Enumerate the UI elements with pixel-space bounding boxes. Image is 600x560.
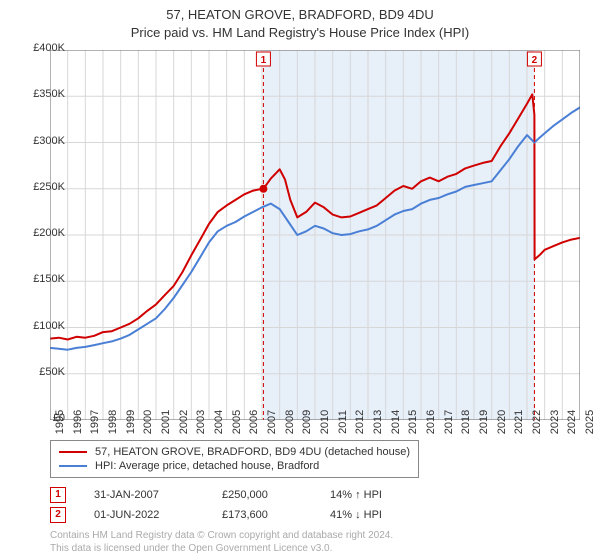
x-tick-label: 1996 <box>72 410 84 434</box>
x-tick-label: 2016 <box>425 410 437 434</box>
x-tick-label: 2018 <box>460 410 472 434</box>
x-tick-label: 1998 <box>107 410 119 434</box>
y-tick-label: £100K <box>15 320 65 332</box>
x-tick-label: 2004 <box>213 410 225 434</box>
x-tick-label: 2013 <box>372 410 384 434</box>
y-tick-label: £350K <box>15 88 65 100</box>
chart-svg: 12 <box>50 50 580 420</box>
y-tick-label: £150K <box>15 273 65 285</box>
title-subtitle: Price paid vs. HM Land Registry's House … <box>0 24 600 42</box>
title-address: 57, HEATON GROVE, BRADFORD, BD9 4DU <box>0 6 600 24</box>
x-tick-label: 2021 <box>513 410 525 434</box>
x-tick-label: 2001 <box>160 410 172 434</box>
y-tick-label: £50K <box>15 366 65 378</box>
footnote: Contains HM Land Registry data © Crown c… <box>50 530 393 555</box>
svg-text:1: 1 <box>261 55 267 66</box>
legend-item: 57, HEATON GROVE, BRADFORD, BD9 4DU (det… <box>59 445 410 459</box>
x-tick-label: 2020 <box>496 410 508 434</box>
y-tick-label: £250K <box>15 181 65 193</box>
marker-date: 31-JAN-2007 <box>94 489 194 501</box>
x-tick-label: 2019 <box>478 410 490 434</box>
chart-title-block: 57, HEATON GROVE, BRADFORD, BD9 4DU Pric… <box>0 0 600 42</box>
y-tick-label: £400K <box>15 42 65 54</box>
marker-badge: 2 <box>50 507 66 523</box>
x-tick-label: 2022 <box>531 410 543 434</box>
x-tick-label: 2000 <box>142 410 154 434</box>
x-tick-label: 1997 <box>89 410 101 434</box>
marker-date: 01-JUN-2022 <box>94 509 194 521</box>
svg-text:2: 2 <box>532 55 538 66</box>
x-tick-label: 2017 <box>443 410 455 434</box>
x-tick-label: 2012 <box>354 410 366 434</box>
marker-price: £250,000 <box>222 489 302 501</box>
marker-row: 2 01-JUN-2022 £173,600 41% ↓ HPI <box>50 505 420 525</box>
x-tick-label: 2011 <box>337 410 349 434</box>
legend-item: HPI: Average price, detached house, Brad… <box>59 459 410 473</box>
legend-label: HPI: Average price, detached house, Brad… <box>95 460 319 472</box>
footnote-line2: This data is licensed under the Open Gov… <box>50 543 393 556</box>
price-chart: 12 <box>50 50 580 420</box>
legend-swatch <box>59 451 87 453</box>
x-tick-label: 2014 <box>390 410 402 434</box>
legend-label: 57, HEATON GROVE, BRADFORD, BD9 4DU (det… <box>95 446 410 458</box>
marker-delta: 14% ↑ HPI <box>330 489 420 501</box>
x-tick-label: 2010 <box>319 410 331 434</box>
x-tick-label: 2005 <box>231 410 243 434</box>
x-tick-label: 2007 <box>266 410 278 434</box>
x-tick-label: 1999 <box>125 410 137 434</box>
x-tick-label: 2025 <box>584 410 596 434</box>
marker-badge: 1 <box>50 487 66 503</box>
sale-markers-table: 1 31-JAN-2007 £250,000 14% ↑ HPI 2 01-JUN-202… <box>50 485 420 525</box>
x-tick-label: 1995 <box>54 410 66 434</box>
x-tick-label: 2002 <box>178 410 190 434</box>
x-tick-label: 2003 <box>195 410 207 434</box>
marker-row: 1 31-JAN-2007 £250,000 14% ↑ HPI <box>50 485 420 505</box>
x-tick-label: 2006 <box>248 410 260 434</box>
marker-delta: 41% ↓ HPI <box>330 509 420 521</box>
y-tick-label: £200K <box>15 227 65 239</box>
legend: 57, HEATON GROVE, BRADFORD, BD9 4DU (det… <box>50 440 419 478</box>
x-tick-label: 2009 <box>301 410 313 434</box>
marker-price: £173,600 <box>222 509 302 521</box>
footnote-line1: Contains HM Land Registry data © Crown c… <box>50 530 393 543</box>
legend-swatch <box>59 465 87 467</box>
x-tick-label: 2023 <box>549 410 561 434</box>
x-tick-label: 2024 <box>566 410 578 434</box>
x-tick-label: 2008 <box>284 410 296 434</box>
y-tick-label: £300K <box>15 135 65 147</box>
x-tick-label: 2015 <box>407 410 419 434</box>
